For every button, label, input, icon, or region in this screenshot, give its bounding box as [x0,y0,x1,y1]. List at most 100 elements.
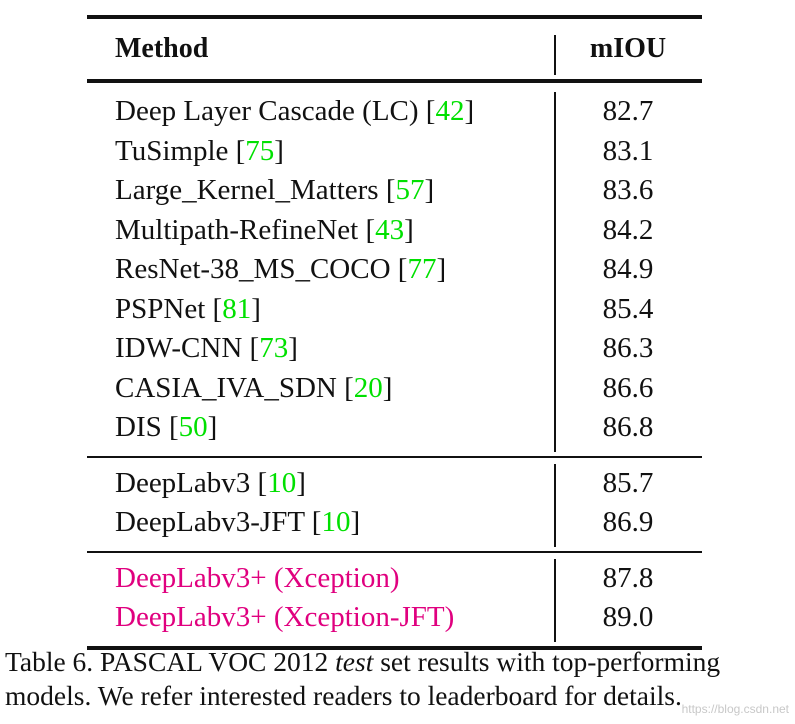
miou-cell: 85.4 [602,292,654,325]
citation-close-bracket: ] [207,411,218,444]
miou-cell: 83.6 [602,174,654,207]
table-row: TuSimple [75] 83.1 [87,132,702,172]
citation-link[interactable]: 10 [267,466,297,499]
table-row: Deep Layer Cascade (LC) [42] 82.7 [87,92,702,132]
citation-open-bracket: [ [168,411,179,444]
method-name: DIS [115,411,169,444]
method-name: DeepLabv3+ (Xception) [115,561,400,594]
citation-close-bracket: ] [382,371,393,404]
method-cell: TuSimple [75] [87,135,554,168]
miou-cell: 84.2 [602,213,654,246]
citation-close-bracket: ] [350,506,361,539]
header-miou: mIOU [589,33,667,64]
group-rule [87,455,702,458]
citation-link[interactable]: 50 [178,411,208,444]
method-cell: ResNet-38_MS_COCO [77] [87,253,554,286]
bottom-rule [87,645,702,650]
caption-prefix: Table 6. PASCAL VOC 2012 [5,646,336,677]
citation-link[interactable]: 77 [407,253,437,286]
column-divider [554,92,556,452]
citation-open-bracket: [ [212,292,223,325]
column-divider [554,463,556,547]
header-rule [87,79,702,83]
method-cell: Multipath-RefineNet [43] [87,214,554,247]
citation-open-bracket: [ [385,174,396,207]
group-rule [87,550,702,553]
method-cell: Large_Kernel_Matters [57] [87,174,554,207]
table-group: DeepLabv3 [10] 85.7 DeepLabv3-JFT [10] 86.9 [87,458,702,551]
method-cell: DeepLabv3+ (Xception) [87,562,554,595]
citation-open-bracket: [ [311,506,322,539]
citation-close-bracket: ] [274,134,284,167]
method-name: DeepLabv3+ (Xception-JFT) [115,601,455,634]
citation-link[interactable]: 10 [321,506,351,539]
citation-link[interactable]: 57 [395,174,425,207]
table-caption: Table 6. PASCAL VOC 2012 test set result… [5,645,795,713]
table-row: IDW-CNN [73] 86.3 [87,329,702,369]
method-name: Deep Layer Cascade (LC) [115,95,426,128]
table-row: DeepLabv3+ (Xception) 87.8 [87,559,702,599]
method-name: TuSimple [115,134,236,167]
citation-open-bracket: [ [249,332,260,365]
method-cell: IDW-CNN [73] [87,332,554,365]
miou-cell: 87.8 [602,561,654,594]
method-name: CASIA_IVA_SDN [115,371,345,404]
citation-link[interactable]: 20 [353,371,383,404]
table-group: Deep Layer Cascade (LC) [42] 82.7 TuSimple… [87,83,702,456]
citation-link[interactable]: 75 [245,134,275,167]
results-table: Method mIOU Deep Layer Cascade (LC) [42]… [87,15,702,650]
method-cell: PSPNet [81] [87,293,554,326]
miou-cell: 85.7 [602,466,654,499]
citation-open-bracket: [ [235,134,246,167]
table-row: PSPNet [81] 85.4 [87,290,702,330]
table-header: Method mIOU [87,19,702,79]
table-row: DIS [50] 86.8 [87,408,702,448]
header-method: Method [115,33,209,64]
table-row: Large_Kernel_Matters [57] 83.6 [87,171,702,211]
miou-cell: 86.6 [602,371,654,404]
citation-open-bracket: [ [397,253,408,286]
citation-open-bracket: [ [425,95,436,128]
top-rule [87,15,702,19]
citation-open-bracket: [ [344,371,354,404]
table-row: DeepLabv3 [10] 85.7 [87,464,702,504]
miou-cell: 84.9 [602,253,654,286]
method-name: IDW-CNN [115,332,250,365]
method-cell: DIS [50] [87,411,554,444]
miou-cell: 86.8 [602,411,654,444]
table-row: Multipath-RefineNet [43] 84.2 [87,211,702,251]
watermark: https://blog.csdn.net [681,702,789,716]
method-name: Large_Kernel_Matters [115,174,386,207]
column-divider [554,558,556,642]
table-row: ResNet-38_MS_COCO [77] 84.9 [87,250,702,290]
citation-link[interactable]: 42 [435,95,465,128]
column-divider [554,35,556,75]
citation-link[interactable]: 73 [259,332,289,365]
caption-suffix: set results with top-performing models. … [5,646,721,711]
citation-close-bracket: ] [404,213,414,246]
miou-cell: 86.9 [602,506,654,539]
citation-link[interactable]: 81 [222,292,252,325]
method-cell: DeepLabv3+ (Xception-JFT) [87,601,554,634]
citation-close-bracket: ] [464,95,475,128]
citation-open-bracket: [ [365,213,376,246]
caption-italic: test [335,646,374,677]
citation-close-bracket: ] [424,174,435,207]
miou-cell: 82.7 [602,95,654,128]
table-row: DeepLabv3+ (Xception-JFT) 89.0 [87,598,702,638]
table-row: CASIA_IVA_SDN [20] 86.6 [87,369,702,409]
miou-cell: 89.0 [602,601,654,634]
method-name: Multipath-RefineNet [115,213,366,246]
table-row: DeepLabv3-JFT [10] 86.9 [87,503,702,543]
method-cell: CASIA_IVA_SDN [20] [87,372,554,405]
method-cell: DeepLabv3 [10] [87,467,554,500]
citation-close-bracket: ] [436,253,447,286]
citation-open-bracket: [ [257,466,268,499]
table-group: DeepLabv3+ (Xception) 87.8 DeepLabv3+ (Xce… [87,553,702,646]
citation-link[interactable]: 43 [375,213,405,246]
miou-cell: 83.1 [602,134,654,167]
method-name: PSPNet [115,292,213,325]
table-body: Deep Layer Cascade (LC) [42] 82.7 TuSimple… [87,83,702,650]
method-cell: Deep Layer Cascade (LC) [42] [87,95,554,128]
method-name: DeepLabv3 [115,466,258,499]
